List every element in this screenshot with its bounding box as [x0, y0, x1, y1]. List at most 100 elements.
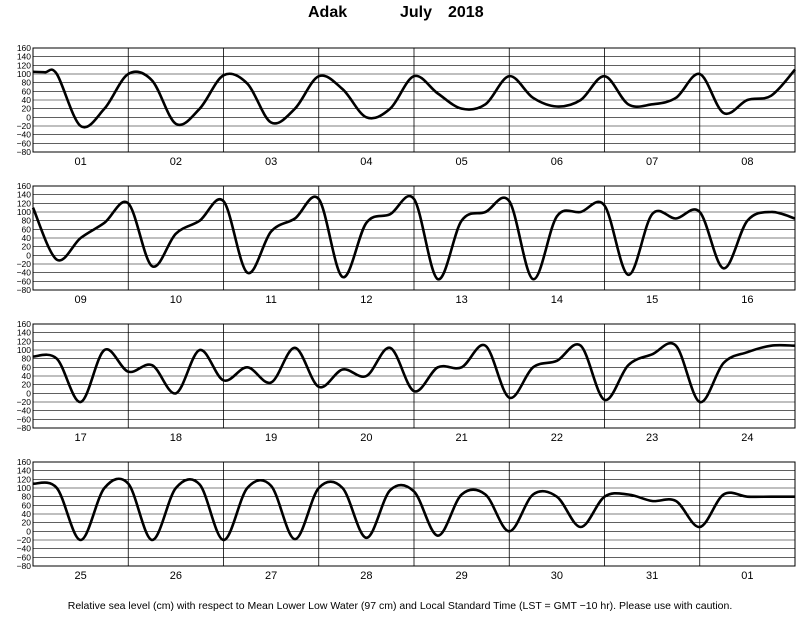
y-tick-label: 20 [22, 242, 32, 252]
panel-frame [32, 323, 796, 429]
y-tick-label: −40 [17, 544, 32, 554]
title-year: 2018 [448, 4, 484, 21]
y-tick-label: 40 [22, 233, 32, 243]
y-tick-label: 80 [22, 354, 32, 364]
day-label: 13 [456, 294, 468, 306]
day-label: 20 [360, 432, 372, 444]
y-tick-label: 100 [17, 345, 31, 355]
y-tick-label: 120 [17, 336, 31, 346]
y-tick-label: 140 [17, 466, 31, 476]
y-tick-label: 60 [22, 86, 32, 96]
day-label: 24 [741, 432, 753, 444]
y-tick-label: −80 [17, 147, 32, 157]
day-label: 21 [456, 432, 468, 444]
y-tick-label: 60 [22, 362, 32, 372]
day-label: 05 [456, 156, 468, 168]
y-tick-label: 120 [17, 60, 31, 70]
day-label: 19 [265, 432, 277, 444]
panel-frame [32, 185, 796, 291]
y-tick-label: −60 [17, 552, 32, 562]
y-tick-label: 20 [22, 104, 32, 114]
day-label: 23 [646, 432, 658, 444]
day-label: 30 [551, 570, 563, 582]
y-tick-label: −80 [17, 561, 32, 571]
day-label: 01 [75, 156, 87, 168]
y-tick-label: 120 [17, 474, 31, 484]
y-tick-label: 140 [17, 328, 31, 338]
y-tick-label: −60 [17, 138, 32, 148]
day-label: 03 [265, 156, 277, 168]
y-tick-label: 80 [22, 492, 32, 502]
day-label: 17 [75, 432, 87, 444]
tide-curve [32, 341, 796, 404]
day-label: 27 [265, 570, 277, 582]
title-month: July [400, 4, 433, 21]
footer-note: Relative sea level (cm) with respect to … [67, 600, 733, 612]
y-tick-label: 140 [17, 52, 31, 62]
y-tick-label: 160 [17, 181, 31, 191]
day-label: 28 [360, 570, 372, 582]
panel-frame [32, 47, 796, 153]
day-label: 16 [741, 294, 753, 306]
y-tick-label: 0 [26, 388, 31, 398]
y-tick-label: 160 [17, 457, 31, 467]
day-label: 08 [741, 156, 753, 168]
day-label: 11 [265, 294, 276, 306]
tide-curve [32, 68, 796, 129]
y-tick-label: 40 [22, 509, 32, 519]
y-tick-label: −80 [17, 423, 32, 433]
y-tick-label: 60 [22, 224, 32, 234]
y-tick-label: 120 [17, 198, 31, 208]
y-tick-label: 160 [17, 43, 31, 53]
y-tick-label: −20 [17, 397, 32, 407]
panel-frame [32, 461, 796, 567]
day-label: 12 [360, 294, 372, 306]
y-tick-label: 40 [22, 371, 32, 381]
day-label: 10 [170, 294, 182, 306]
day-label: 07 [646, 156, 658, 168]
day-label: 15 [646, 294, 658, 306]
tide-curve [31, 194, 796, 281]
y-tick-label: −60 [17, 414, 32, 424]
day-label: 09 [75, 294, 87, 306]
day-label: 25 [75, 570, 87, 582]
day-label: 31 [646, 570, 658, 582]
y-tick-label: −20 [17, 535, 32, 545]
station-name: Adak [308, 4, 348, 21]
y-tick-label: 100 [17, 207, 31, 217]
y-tick-label: 20 [22, 380, 32, 390]
y-tick-label: 20 [22, 518, 32, 528]
y-tick-label: 100 [17, 483, 31, 493]
y-tick-label: 80 [22, 78, 32, 88]
y-tick-label: −20 [17, 259, 32, 269]
y-tick-label: 140 [17, 190, 31, 200]
y-tick-label: −40 [17, 268, 32, 278]
day-label: 01 [741, 570, 753, 582]
day-label: 06 [551, 156, 563, 168]
day-label: 04 [360, 156, 372, 168]
y-tick-label: 0 [26, 526, 31, 536]
y-tick-label: −40 [17, 130, 32, 140]
y-tick-label: −60 [17, 276, 32, 286]
chart-title: Adak July 2018 [0, 4, 800, 26]
y-tick-label: 160 [17, 319, 31, 329]
tide-curve [32, 477, 795, 542]
day-label: 29 [456, 570, 468, 582]
day-label: 26 [170, 570, 182, 582]
day-label: 14 [551, 294, 563, 306]
y-tick-label: 40 [22, 95, 32, 105]
day-label: 18 [170, 432, 182, 444]
day-label: 22 [551, 432, 563, 444]
y-tick-label: 0 [26, 250, 31, 260]
y-tick-label: −40 [17, 406, 32, 416]
y-tick-label: 60 [22, 500, 32, 510]
day-label: 02 [170, 156, 182, 168]
y-tick-label: 100 [17, 69, 31, 79]
y-tick-label: 0 [26, 112, 31, 122]
y-tick-label: 80 [22, 216, 32, 226]
